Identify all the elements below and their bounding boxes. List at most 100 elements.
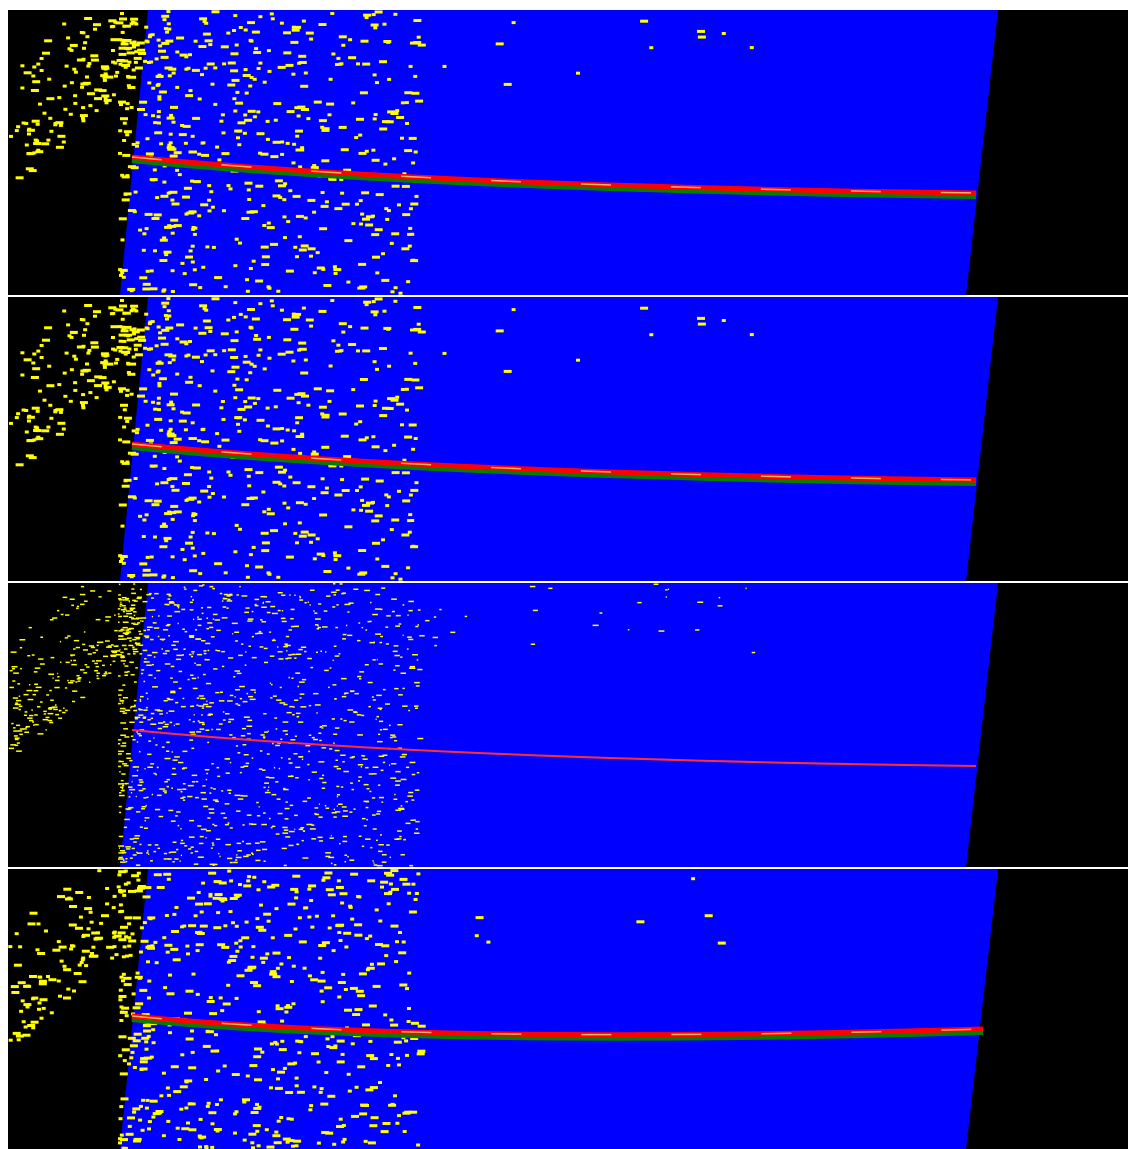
- speckle: [399, 835, 402, 838]
- speckle: [164, 253, 169, 257]
- speckle: [238, 883, 242, 886]
- speckle: [188, 1128, 197, 1132]
- speckle: [153, 772, 157, 775]
- speckle: [301, 839, 304, 842]
- speckle: [216, 766, 220, 769]
- speckle: [333, 594, 336, 596]
- speckle: [124, 648, 128, 650]
- speckle: [131, 330, 140, 334]
- speckle: [341, 806, 347, 808]
- speckle: [139, 1060, 148, 1064]
- speckle: [121, 275, 126, 279]
- speckle: [259, 841, 266, 843]
- speckle: [211, 763, 214, 765]
- speckle: [118, 938, 127, 942]
- speckle: [131, 588, 135, 590]
- speckle: [181, 1127, 190, 1131]
- speckle: [173, 1090, 182, 1094]
- speckle: [369, 641, 375, 644]
- speckle: [140, 1128, 145, 1132]
- speckle: [167, 143, 172, 147]
- speckle: [204, 1146, 209, 1149]
- speckle: [214, 619, 220, 621]
- speckle: [66, 36, 71, 40]
- speckle: [300, 371, 309, 375]
- speckle: [415, 625, 419, 628]
- speckle: [442, 64, 447, 68]
- speckle: [121, 972, 126, 976]
- speckle: [24, 430, 29, 434]
- speckle: [306, 823, 313, 826]
- speckle: [236, 974, 245, 978]
- speckle: [120, 59, 129, 63]
- speckle: [338, 125, 347, 129]
- speckle: [118, 598, 122, 600]
- speckle: [164, 792, 167, 794]
- speckle: [249, 76, 254, 79]
- speckle: [144, 39, 149, 43]
- speckle: [244, 611, 249, 614]
- speckle: [134, 50, 139, 54]
- speckle: [136, 644, 139, 646]
- speckle: [359, 671, 365, 673]
- speckle: [375, 193, 384, 197]
- speckle: [390, 290, 395, 294]
- speckle: [41, 1006, 46, 1010]
- speckle: [359, 91, 368, 95]
- speckle: [19, 1009, 24, 1013]
- speckle: [199, 924, 208, 928]
- speckle: [169, 441, 178, 445]
- speckle: [380, 880, 389, 884]
- speckle: [162, 18, 167, 22]
- speckle: [366, 1054, 375, 1058]
- speckle: [14, 703, 21, 706]
- speckle: [385, 643, 389, 645]
- speckle: [42, 338, 50, 342]
- speckle: [35, 686, 42, 689]
- speckle: [32, 367, 41, 371]
- speckle: [125, 610, 131, 612]
- speckle: [329, 748, 333, 750]
- speckle: [123, 697, 129, 699]
- speckle: [222, 719, 226, 721]
- speckle: [262, 80, 267, 84]
- speckle: [409, 864, 414, 867]
- speckle: [118, 339, 123, 343]
- speckle: [393, 299, 398, 303]
- speckle: [495, 42, 504, 46]
- speckle: [260, 152, 269, 156]
- speckle: [143, 399, 148, 403]
- speckle: [39, 69, 44, 72]
- speckle: [335, 63, 339, 66]
- speckle: [165, 326, 174, 330]
- speckle: [386, 1064, 391, 1067]
- speckle: [131, 992, 136, 996]
- speckle: [212, 896, 221, 900]
- speckle: [397, 1114, 401, 1118]
- speckle: [256, 801, 259, 804]
- speckle: [191, 774, 198, 777]
- speckle: [119, 268, 128, 272]
- speckle: [247, 109, 256, 113]
- speckle: [122, 52, 127, 56]
- speckle: [254, 691, 256, 694]
- speckle: [223, 924, 228, 928]
- speckle: [135, 795, 137, 798]
- speckle: [139, 926, 144, 930]
- speckle: [147, 1127, 151, 1131]
- speckle: [270, 697, 273, 699]
- speckle: [272, 140, 281, 144]
- speckle: [148, 740, 152, 742]
- speckle: [133, 650, 139, 653]
- speckle: [665, 589, 668, 591]
- speckle: [334, 811, 341, 813]
- speckle: [129, 22, 134, 26]
- speckle: [288, 762, 293, 764]
- speckle: [179, 1107, 184, 1111]
- speckle: [343, 719, 347, 722]
- speckle: [302, 800, 308, 803]
- speckle: [216, 1069, 221, 1073]
- speckle: [333, 864, 337, 866]
- speckle: [329, 667, 332, 669]
- speckle: [338, 412, 347, 416]
